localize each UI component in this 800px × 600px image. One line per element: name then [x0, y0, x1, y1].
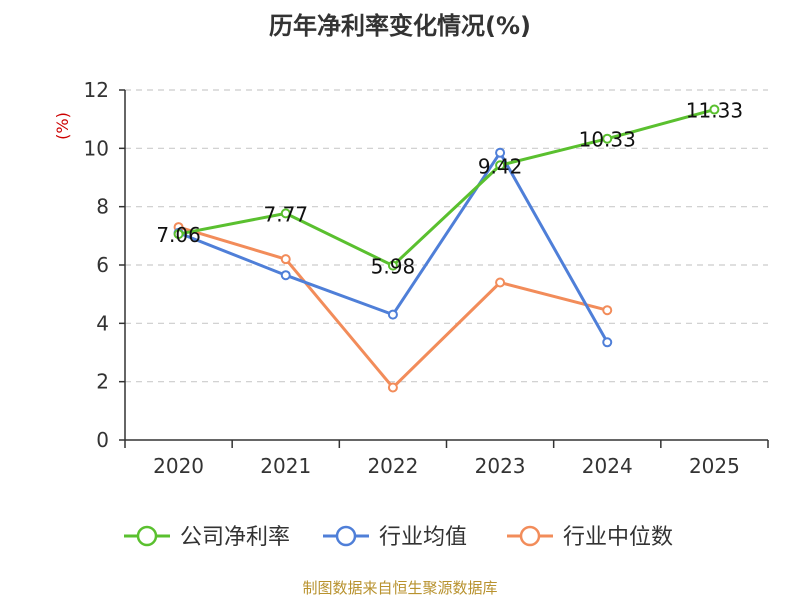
data-point	[387, 382, 398, 393]
series-line-2	[178, 225, 608, 389]
data-point	[387, 309, 398, 320]
x-tick-label-2024: 2024	[582, 454, 633, 478]
data-point	[280, 270, 291, 281]
chart-title: 历年净利率变化情况(%)	[269, 12, 531, 40]
data-point	[602, 337, 613, 348]
series-2	[173, 222, 613, 393]
data-point	[280, 254, 291, 265]
legend-label: 行业均值	[379, 525, 467, 550]
y-tick-label: 4	[96, 311, 109, 335]
y-tick-label: 8	[96, 195, 109, 219]
data-point	[602, 133, 613, 144]
data-point	[173, 229, 184, 240]
grid-lines	[125, 89, 768, 383]
x-tick-label-2023: 2023	[475, 454, 526, 478]
legend: 公司净利率 行业均值 行业中位数	[124, 525, 673, 550]
legend-label: 行业中位数	[563, 525, 673, 550]
data-label: 9.42	[478, 154, 523, 178]
x-tick-label-2020: 2020	[153, 454, 204, 478]
data-point	[495, 160, 506, 171]
series-line-0	[178, 108, 715, 268]
legend-marker	[519, 525, 541, 547]
x-tick-label-2022: 2022	[367, 454, 418, 478]
data-point	[709, 104, 720, 115]
legend-item-2: 行业中位数	[507, 525, 673, 550]
data-point	[495, 277, 506, 288]
legend-label: 公司净利率	[180, 525, 290, 550]
series-1	[173, 147, 613, 348]
y-tick-label: 2	[96, 370, 109, 394]
y-tick-label: 10	[84, 136, 109, 160]
data-label: 7.77	[263, 202, 308, 226]
legend-item-0: 公司净利率	[124, 525, 290, 550]
data-label: 7.06	[156, 223, 201, 247]
axes: 0 2 4 6 8 10 12 2020 2021 2022 2023 2024 2025	[84, 78, 769, 478]
data-point	[602, 305, 613, 316]
data-point	[387, 260, 398, 271]
y-axis-unit-label: (%)	[53, 112, 72, 140]
y-tick-label: 12	[84, 78, 109, 102]
data-point	[495, 147, 506, 158]
y-tick-label: 6	[96, 253, 109, 277]
y-tick-label: 0	[96, 428, 109, 452]
legend-marker	[335, 525, 357, 547]
series-layer	[173, 104, 720, 393]
data-labels: 7.06 7.77 5.98 9.42 10.33 11.33	[156, 99, 743, 279]
x-tick-label-2025: 2025	[689, 454, 740, 478]
series-0	[173, 104, 720, 271]
legend-marker	[136, 525, 158, 547]
x-tick-label-2021: 2021	[260, 454, 311, 478]
data-label: 11.33	[686, 99, 743, 123]
legend-item-1: 行业均值	[323, 525, 467, 550]
data-label: 5.98	[371, 255, 416, 279]
data-label: 10.33	[579, 128, 636, 152]
data-point	[280, 208, 291, 219]
source-note: 制图数据来自恒生聚源数据库	[302, 579, 497, 597]
